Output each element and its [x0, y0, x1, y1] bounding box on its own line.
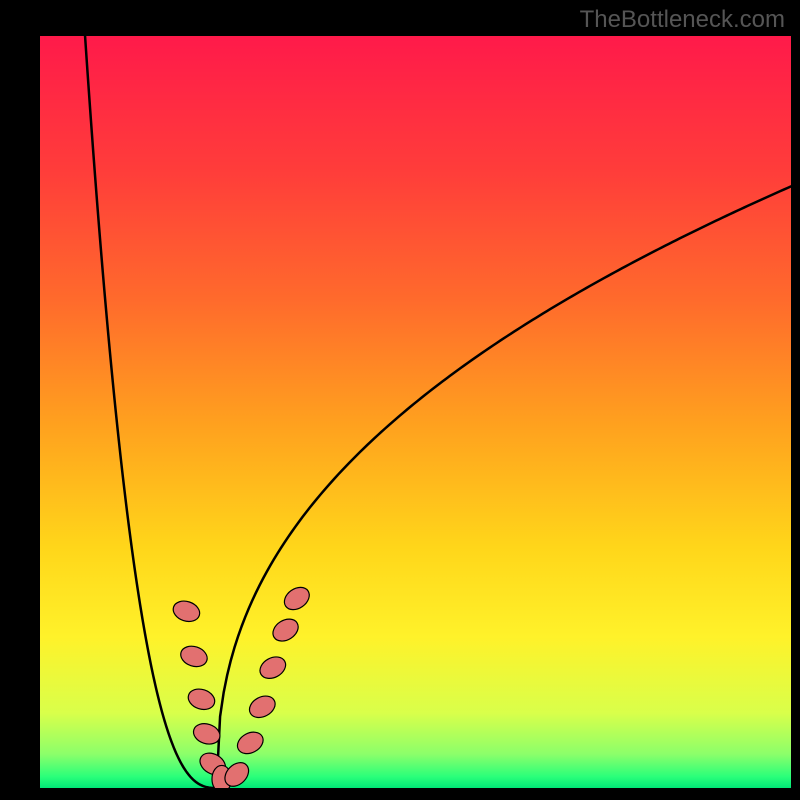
- plot-svg: [40, 36, 791, 788]
- chart-stage: TheBottleneck.com: [0, 0, 800, 800]
- plot-area: [40, 36, 791, 788]
- watermark-text: TheBottleneck.com: [580, 6, 785, 34]
